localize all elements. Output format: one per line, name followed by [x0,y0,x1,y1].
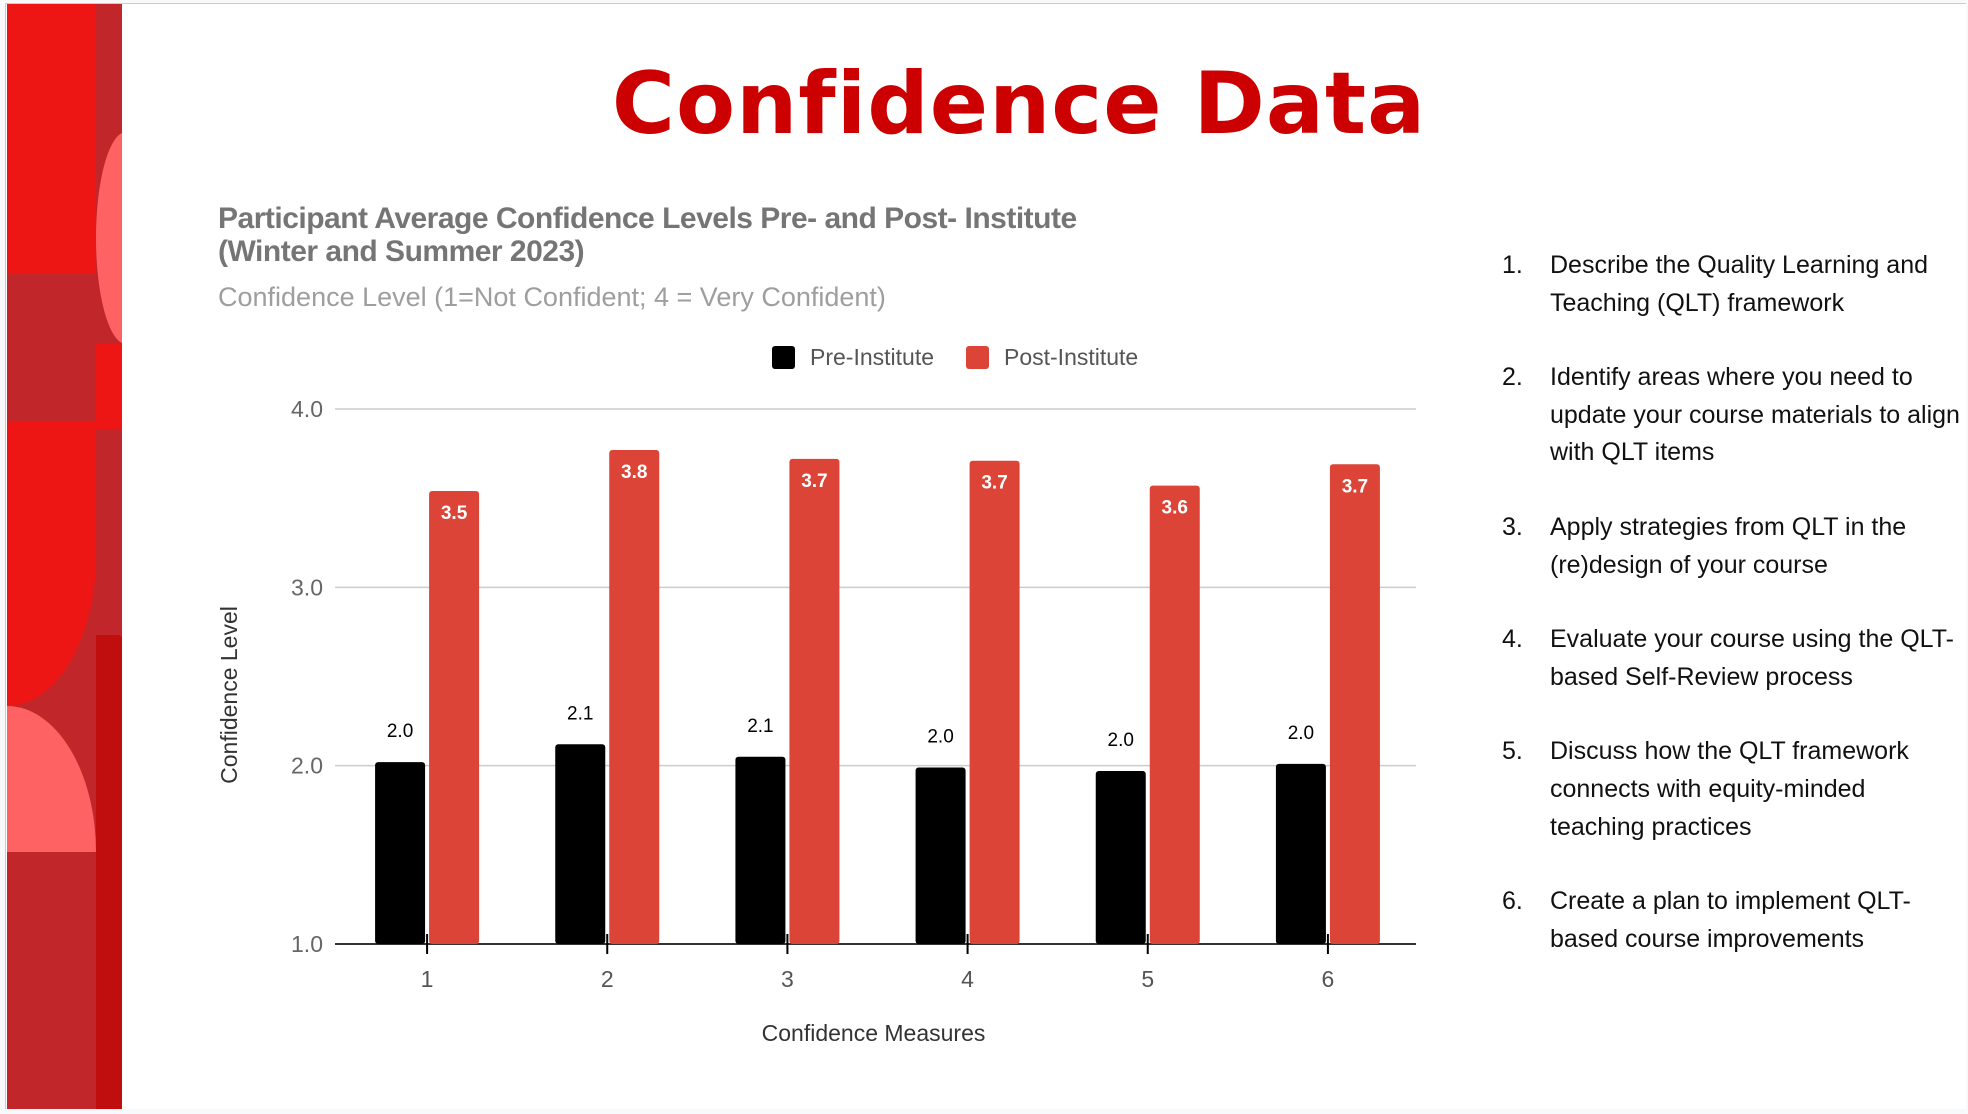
slide: Confidence Data Participant Average Conf… [5,3,1966,1109]
objective-item: 2. Identify areas where you need to updat… [1502,359,1962,472]
data-label: 2.0 [1288,723,1314,744]
data-label: 2.0 [387,721,413,742]
data-label: 2.0 [1108,730,1134,751]
y-tick-label: 3.0 [291,574,323,600]
data-label: 2.1 [567,703,593,724]
objective-item: 3. Apply strategies from QLT in the (re)d… [1502,509,1962,584]
objective-item: 1. Describe the Quality Learning and Teac… [1502,247,1962,322]
objective-text: Describe the Quality Learning and Teachi… [1550,251,1929,317]
chart-title-line: (Winter and Summer 2023) [218,235,585,268]
objective-item: 4. Evaluate your course using the QLT-bas… [1502,621,1962,696]
decorative-strip [7,4,122,1109]
bar-post-institute [1329,464,1380,944]
legend-label: Post-Institute [1004,344,1139,370]
objective-number: 1. [1502,251,1523,279]
y-axis-title: Confidence Level [216,606,242,784]
data-label: 3.7 [1342,476,1368,497]
bar-post-institute [789,458,840,944]
data-label: 3.5 [441,503,468,524]
x-tick-label: 3 [781,966,794,992]
data-label: 3.6 [1162,498,1188,519]
bar-pre-institute [555,744,606,944]
bar-post-institute [429,491,480,944]
bar-post-institute [969,460,1020,944]
bar-pre-institute [735,756,786,944]
data-label: 3.7 [981,473,1007,494]
data-label: 3.7 [801,471,827,492]
x-tick-label: 4 [961,966,974,992]
objective-item: 5. Discuss how the QLT framework connects… [1502,733,1962,846]
chart-title: Participant Average Confidence Levels Pr… [218,202,1077,268]
objective-number: 4. [1502,625,1523,654]
slide-title: Confidence Data [611,54,1427,154]
objective-text: Create a plan to implement QLT-based cou… [1550,887,1911,953]
bar-pre-institute [915,767,966,944]
data-label: 2.1 [747,716,773,737]
objective-text: Evaluate your course using the QLT-based… [1550,625,1954,691]
chart-legend: Pre-Institute Post-Institute [772,344,1170,371]
objective-item: 6. Create a plan to implement QLT-based c… [1502,883,1962,958]
objectives-list: 1. Describe the Quality Learning and Teac… [1502,247,1962,995]
data-label: 3.8 [621,462,647,483]
chart-title-line: Participant Average Confidence Levels Pr… [218,202,1077,235]
bar-pre-institute [1275,763,1326,944]
objective-text: Discuss how the QLT framework connects w… [1550,737,1909,841]
bar-pre-institute [375,762,426,944]
y-tick-label: 1.0 [291,931,323,957]
objective-number: 3. [1502,512,1523,541]
legend-swatch-pre [772,346,795,369]
bar-chart: 1.0 2.0 3.0 4.0 2.0 3.5 1 2.1 3.8 2 2.1 3.7 3 2.0 3.7 4… [216,396,1416,1046]
objective-number: 5. [1502,737,1523,766]
bar-post-institute [1149,485,1200,944]
bar-pre-institute [1095,771,1146,944]
legend-swatch-post [966,346,989,369]
objective-text: Apply strategies from QLT in the (re)des… [1550,512,1907,579]
bar-post-institute [609,450,660,944]
y-tick-label: 4.0 [291,396,323,422]
x-axis-title: Confidence Measures [762,1020,986,1046]
legend-item-pre-institute: Pre-Institute [772,344,934,371]
x-tick-label: 5 [1141,966,1154,992]
objective-number: 2. [1502,363,1523,392]
objective-text: Identify areas where you need to update … [1550,363,1960,467]
x-tick-label: 6 [1322,966,1335,992]
legend-label: Pre-Institute [810,344,934,370]
data-label: 2.0 [927,726,953,747]
y-tick-label: 2.0 [291,753,323,779]
legend-item-post-institute: Post-Institute [966,344,1138,371]
x-tick-label: 1 [421,966,434,992]
objective-number: 6. [1502,887,1523,916]
x-tick-label: 2 [601,966,614,992]
chart-subtitle: Confidence Level (1=Not Confident; 4 = V… [218,282,886,312]
